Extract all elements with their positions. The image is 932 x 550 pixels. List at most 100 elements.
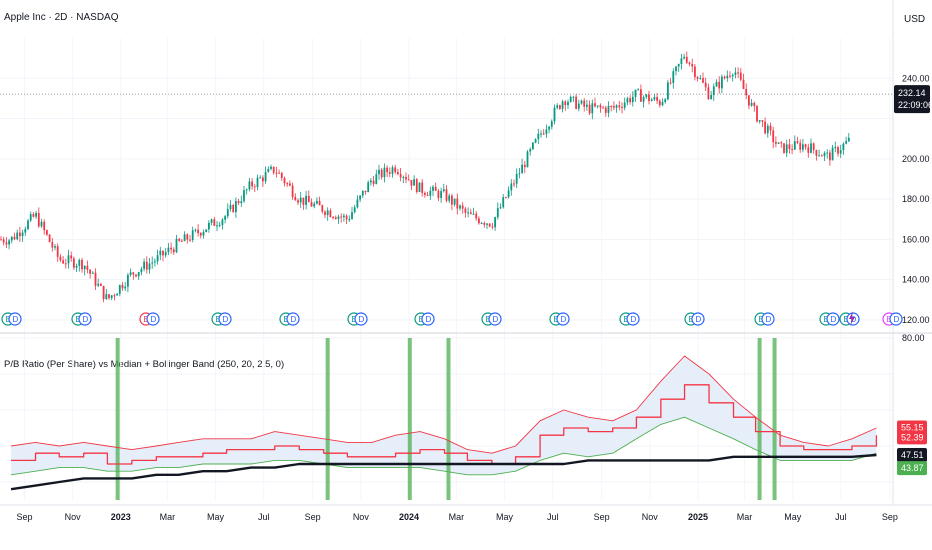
candle-body: [688, 62, 691, 65]
candle-body: [521, 164, 523, 174]
candle-body: [426, 194, 429, 196]
candle-body: [359, 195, 361, 200]
x-axis-label: Jul: [835, 512, 847, 522]
candle-body: [183, 234, 186, 242]
candle-body: [437, 190, 440, 199]
candle-body: [340, 216, 343, 218]
candle-body: [750, 102, 753, 106]
price-axis-label: 240.00: [902, 73, 930, 83]
D-letter: D: [291, 315, 297, 324]
x-axis-label: Mar: [449, 512, 465, 522]
value-badge-text: 43.87: [901, 463, 924, 473]
signal-highlight: [446, 338, 451, 500]
candle-body: [715, 81, 718, 87]
value-badge: [897, 461, 927, 476]
candle-body: [510, 183, 513, 191]
candle-body: [842, 143, 845, 151]
E-letter: E: [824, 315, 829, 324]
candle-body: [613, 106, 615, 108]
candle-body: [745, 89, 748, 96]
price-axis-label: 120.00: [902, 315, 930, 325]
candle-body: [645, 94, 648, 98]
candle-body: [324, 211, 326, 216]
candle-body: [237, 201, 240, 204]
candle-body: [110, 295, 113, 299]
candle-body: [777, 142, 780, 144]
currency-label[interactable]: USD: [904, 14, 926, 25]
candle-body: [326, 210, 329, 216]
candle-body: [321, 205, 324, 212]
D-letter-icon: [286, 312, 300, 326]
candle-body: [737, 72, 739, 74]
candle-body: [191, 230, 194, 240]
candle-body: [8, 240, 10, 245]
candle-body: [599, 105, 602, 108]
candle-body: [532, 142, 534, 150]
candle-body: [108, 294, 110, 299]
candle-body: [272, 166, 275, 173]
candle-body: [132, 272, 135, 275]
candle-body: [232, 205, 235, 213]
candle-body: [807, 147, 810, 153]
candle-body: [623, 102, 626, 108]
E-letter: E: [6, 315, 11, 324]
D-letter-icon: [556, 312, 570, 326]
E-letter: E: [419, 315, 424, 324]
candle-body: [21, 232, 24, 237]
signal-highlight: [772, 338, 777, 500]
candle-body: [394, 167, 397, 173]
candle-body: [332, 216, 334, 218]
E-letter: E: [486, 315, 491, 324]
candle-body: [229, 205, 232, 210]
candle-body: [629, 98, 631, 103]
candle-body: [456, 198, 459, 209]
candle-body: [407, 179, 410, 181]
candle-body: [791, 148, 793, 150]
candle-body: [575, 96, 577, 109]
candle-body: [64, 263, 67, 265]
candle-body: [345, 215, 348, 220]
candle-body: [218, 225, 221, 227]
candle-body: [343, 215, 345, 218]
D-letter-icon: [78, 312, 92, 326]
candle-body: [499, 207, 502, 209]
candle-body: [291, 185, 294, 197]
countdown-label: 22:09:06: [898, 100, 932, 110]
x-axis-label: Sep: [305, 512, 321, 522]
candle-body: [113, 295, 116, 297]
candle-body: [829, 152, 831, 161]
candle-body: [561, 101, 564, 109]
candle-body: [424, 192, 426, 195]
candle-body: [542, 133, 545, 135]
bollinger-band-fill: [11, 356, 877, 475]
candle-body: [694, 66, 696, 78]
candle-body: [275, 172, 278, 174]
D-letter-icon: [889, 312, 903, 326]
candle-body: [602, 107, 604, 109]
candle-body: [302, 197, 305, 205]
candle-body: [802, 144, 804, 150]
candle-body: [89, 269, 91, 274]
candle-body: [402, 176, 405, 178]
E-letter: E: [887, 315, 892, 324]
candle-body: [356, 199, 359, 208]
candle-body: [505, 197, 507, 199]
candle-body: [216, 225, 218, 227]
upper-band-line: [10, 355, 877, 454]
candle-body: [421, 182, 424, 193]
D-letter: D: [831, 315, 837, 324]
candle-body: [442, 189, 445, 192]
candle-body: [172, 249, 175, 253]
candle-body: [83, 265, 86, 270]
candle-body: [553, 107, 556, 122]
D-letter-icon: [354, 312, 368, 326]
E-letter: E: [284, 315, 289, 324]
candle-body: [205, 229, 208, 232]
candle-body: [448, 195, 451, 201]
candle-body: [415, 179, 418, 192]
candle-body: [210, 219, 213, 223]
candle-body: [788, 144, 791, 149]
